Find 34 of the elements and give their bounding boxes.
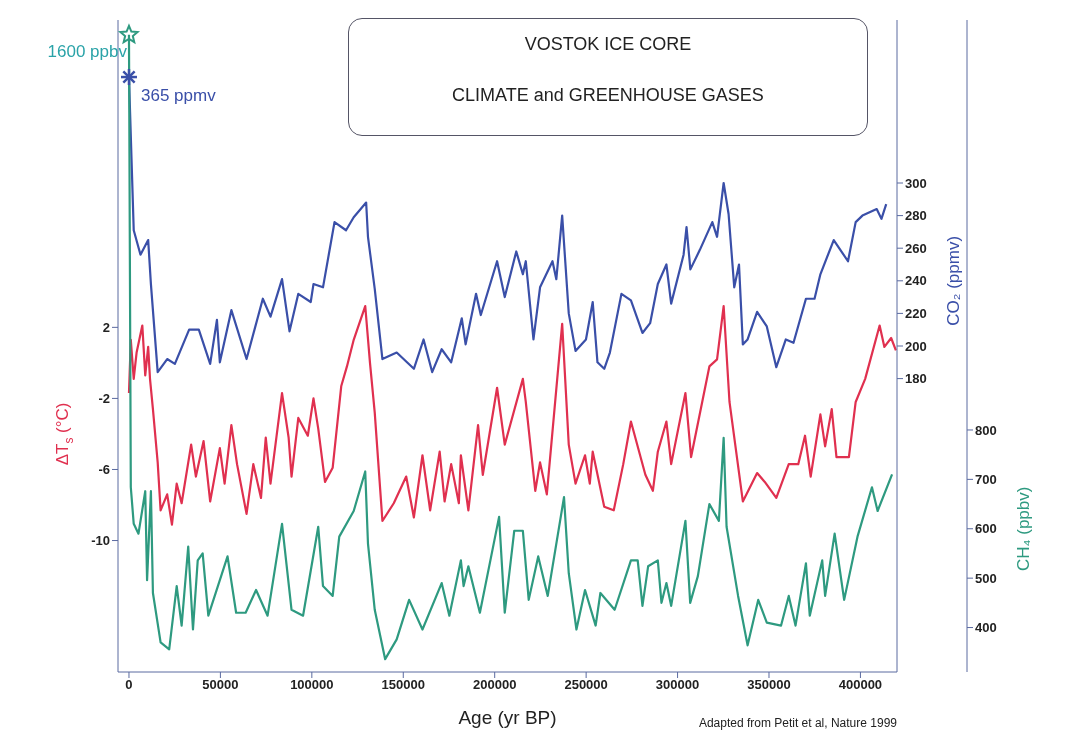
x-tick-label: 400000 (838, 677, 883, 693)
text: VOSTOK ICE CORE (523, 34, 693, 55)
x-tick-label: 150000 (381, 677, 425, 693)
y3-tick-label: 600 (975, 521, 997, 537)
x-axis-title: Age (yr BP) (458, 707, 557, 728)
y-tick-label: 2 (102, 319, 110, 335)
x-tick-label: 250000 (564, 677, 608, 693)
y-tick-label: -6 (98, 462, 110, 478)
x-tick-label: 300000 (655, 677, 700, 693)
x-tick-label: 350000 (747, 677, 791, 693)
y2-tick-label: 240 (905, 273, 927, 289)
y2-tick-label: 280 (905, 208, 927, 224)
y2-axis-title: CO₂ (ppmv) (943, 235, 963, 326)
line-series (127, 304, 897, 526)
y2-tick-label: 180 (905, 371, 927, 387)
y3-tick-label: 800 (975, 422, 997, 438)
y3-tick-label: 500 (975, 570, 997, 586)
y2-tick-label: 260 (905, 240, 927, 256)
x-tick-label: 200000 (473, 677, 517, 693)
text: Adapted from Petit et al, Nature 1999 (698, 716, 897, 730)
y-tick-label: -2 (98, 391, 110, 407)
annotation: 365 ppmv (140, 86, 217, 106)
y2-tick-label: 300 (905, 175, 927, 191)
y3-tick-label: 700 (975, 471, 997, 487)
x-tick-label: 0 (125, 677, 133, 693)
y2-tick-label: 200 (905, 338, 927, 354)
x-tick-label: 50000 (202, 677, 239, 693)
y3-axis-title: CH₄ (ppbv) (1013, 486, 1033, 571)
text: CLIMATE and GREENHOUSE GASES (451, 85, 765, 106)
y-tick-label: -10 (91, 533, 110, 549)
annotation: 1600 ppbv (47, 41, 128, 61)
y2-tick-label: 220 (905, 306, 927, 322)
x-tick-label: 100000 (290, 677, 334, 693)
y3-tick-label: 400 (975, 620, 997, 636)
